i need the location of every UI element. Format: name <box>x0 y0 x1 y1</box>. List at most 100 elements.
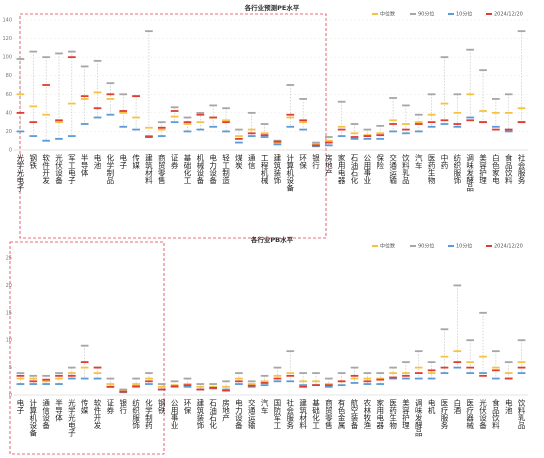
marker <box>106 98 115 100</box>
marker <box>324 139 333 142</box>
marker <box>247 132 256 135</box>
marker <box>466 93 475 96</box>
x-tick-label: 电机 <box>427 398 436 416</box>
marker <box>273 141 282 144</box>
marker <box>260 374 269 377</box>
marker <box>363 128 372 131</box>
marker <box>299 372 307 374</box>
marker <box>67 377 76 380</box>
y-tick-label: 10 <box>6 338 12 344</box>
marker <box>16 374 25 377</box>
marker <box>312 384 320 387</box>
marker <box>196 388 205 391</box>
marker <box>16 130 25 133</box>
marker <box>504 93 513 96</box>
marker <box>247 111 256 114</box>
marker <box>209 383 218 385</box>
marker <box>376 137 385 140</box>
marker <box>479 372 487 374</box>
y-tick-label: 20 <box>6 129 12 135</box>
x-tick-label: 电子 <box>118 153 127 170</box>
marker <box>389 119 397 122</box>
marker <box>492 98 500 100</box>
marker <box>389 130 397 133</box>
marker <box>235 380 243 383</box>
marker <box>479 110 487 112</box>
marker <box>273 374 282 377</box>
y-tick-label: 5 <box>9 365 12 371</box>
marker <box>132 377 140 380</box>
marker <box>350 137 359 140</box>
x-tick-label: 电池 <box>504 398 513 415</box>
marker <box>260 123 269 125</box>
marker <box>247 384 256 387</box>
marker <box>67 50 76 53</box>
marker <box>183 385 192 388</box>
marker <box>42 139 50 142</box>
marker <box>466 361 475 364</box>
marker <box>157 126 166 129</box>
x-tick-label: 轻工制造 <box>221 153 230 186</box>
marker <box>414 123 423 125</box>
marker <box>299 119 307 122</box>
marker <box>350 382 359 384</box>
marker <box>55 377 63 380</box>
x-tick-label: 传媒 <box>80 398 89 416</box>
marker <box>414 130 423 133</box>
marker <box>312 372 320 374</box>
marker <box>196 121 205 124</box>
legend-label: 10分位 <box>456 11 472 18</box>
marker <box>273 140 282 143</box>
marker <box>517 339 526 342</box>
marker <box>170 106 179 109</box>
x-tick-label: 商贸零售 <box>324 398 333 431</box>
marker <box>260 380 269 383</box>
marker <box>170 121 179 124</box>
marker <box>389 97 397 99</box>
marker <box>132 128 140 131</box>
marker <box>55 372 63 374</box>
highlight-box <box>19 13 327 239</box>
marker <box>260 382 269 384</box>
marker <box>145 383 153 385</box>
marker <box>55 374 63 377</box>
marker <box>389 377 397 380</box>
marker <box>183 123 192 125</box>
x-tick-label: 医疗器械 <box>465 399 474 431</box>
marker <box>286 380 295 383</box>
x-tick-label: 电子 <box>16 398 25 415</box>
x-tick-label: 家用电器 <box>375 398 384 431</box>
marker <box>222 121 230 124</box>
marker <box>414 113 423 116</box>
marker <box>286 374 295 377</box>
x-tick-label: 有色金属 <box>337 398 346 431</box>
x-tick-label: 医药生物 <box>388 399 397 431</box>
x-tick-label: 房地产 <box>221 398 230 423</box>
marker <box>145 30 153 33</box>
x-tick-label: 白色家电 <box>491 153 500 185</box>
marker <box>29 105 38 108</box>
x-tick-label: 社会服务 <box>517 153 526 186</box>
marker <box>235 137 243 140</box>
y-tick-label: 25 <box>6 256 12 262</box>
marker <box>119 110 128 112</box>
x-tick-label: 建筑装饰 <box>196 398 205 431</box>
marker <box>324 377 333 380</box>
marker <box>492 350 500 353</box>
marker <box>479 355 487 358</box>
marker <box>67 372 76 374</box>
x-tick-label: 钢铁 <box>157 398 166 416</box>
marker <box>350 136 359 138</box>
x-tick-label: 调味发酵品 <box>414 399 423 438</box>
x-tick-label: 军工电子 <box>67 154 76 185</box>
x-tick-label: 钢铁 <box>29 153 38 171</box>
marker <box>350 366 359 369</box>
marker <box>119 125 128 128</box>
legend-label: 90分位 <box>418 11 434 18</box>
x-tick-label: 光伏设备 <box>478 398 487 431</box>
marker <box>299 121 307 124</box>
marker <box>324 136 333 138</box>
marker <box>145 135 153 137</box>
marker <box>324 383 333 385</box>
marker <box>363 380 372 383</box>
